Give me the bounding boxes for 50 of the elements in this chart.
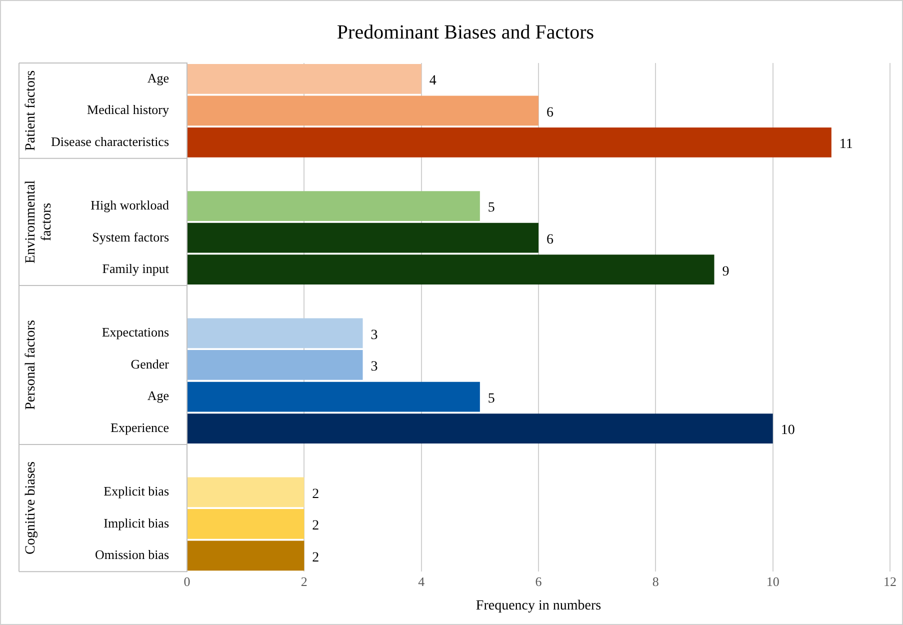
y-tick-label: Medical history: [87, 102, 170, 118]
bar: [188, 191, 480, 221]
data-label: 2: [312, 550, 320, 566]
text: Environmental factors: [24, 180, 55, 264]
y-tick-label: Omission bias: [94, 547, 170, 562]
x-tick-label: 12: [884, 574, 896, 589]
bar: [188, 96, 539, 126]
bar: [188, 382, 480, 412]
bar: [188, 508, 304, 539]
data-label: 5: [488, 200, 495, 216]
y-tick-label: Expectations: [102, 324, 170, 340]
bar: [188, 318, 363, 348]
x-tick-label: 8: [652, 574, 659, 589]
y-tick-label: Experience: [110, 420, 170, 435]
y-tick-label: System factors: [92, 229, 170, 244]
data-label: 9: [722, 264, 730, 280]
y-tick-label: Family input: [102, 261, 170, 276]
bar: [188, 477, 304, 508]
y-tick-label: Gender: [130, 356, 170, 372]
bar: [188, 540, 304, 571]
x-tick-label: 2: [300, 574, 308, 589]
data-label: 2: [312, 518, 320, 534]
data-label: 11: [839, 137, 853, 152]
x-tick-label: 6: [535, 574, 542, 589]
chart-title: Predominant Biases and Factors: [336, 21, 594, 44]
data-label: 3: [370, 328, 378, 343]
data-label: 10: [780, 423, 795, 438]
y-tick-label: High workload: [90, 197, 170, 212]
data-label: 4: [429, 74, 436, 89]
data-label: 6: [546, 232, 554, 248]
y-tick-label: Explicit bias: [104, 484, 170, 499]
bar: [188, 350, 363, 380]
data-label: 6: [546, 105, 554, 120]
text: Patient factors: [24, 70, 39, 151]
x-tick-label: 4: [418, 574, 426, 589]
text: Personal factors: [24, 320, 39, 410]
bar: [188, 128, 832, 158]
bar: [188, 414, 773, 444]
y-tick-label: Age: [147, 388, 170, 404]
y-tick-label: Disease characteristics: [50, 134, 170, 149]
y-tick-label: Implicit bias: [104, 515, 170, 530]
data-label: 2: [312, 486, 320, 502]
y-tick-label: Age: [147, 70, 170, 86]
x-axis-title: Frequency in numbers: [476, 598, 602, 614]
bar: [188, 64, 422, 94]
data-label: 5: [488, 391, 495, 406]
x-tick-label: 0: [184, 574, 190, 589]
x-tick-label: 10: [766, 574, 780, 589]
data-label: 3: [370, 360, 378, 375]
text: Cognitive biases: [24, 462, 39, 554]
